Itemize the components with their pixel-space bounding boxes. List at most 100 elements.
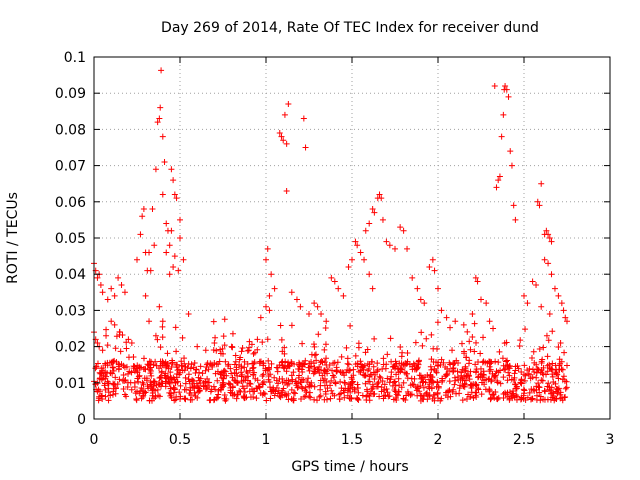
data-point	[439, 377, 446, 384]
data-point	[443, 371, 450, 378]
data-point	[521, 292, 527, 299]
data-point	[220, 350, 226, 357]
data-point	[444, 394, 451, 401]
data-point	[555, 375, 562, 382]
data-point	[250, 350, 257, 357]
data-point	[425, 383, 432, 390]
data-point	[548, 390, 555, 397]
data-point	[104, 296, 111, 303]
data-point	[391, 378, 398, 385]
data-point	[177, 216, 183, 223]
data-point	[380, 355, 387, 362]
y-tick-label: 0.09	[55, 86, 86, 102]
data-point	[379, 377, 386, 384]
data-point	[305, 375, 312, 382]
y-tick-label: 0.05	[55, 231, 86, 247]
data-point	[414, 392, 421, 399]
data-point	[222, 358, 229, 365]
data-point	[341, 394, 348, 401]
data-point	[521, 387, 528, 394]
data-point	[127, 379, 134, 386]
data-point	[174, 367, 181, 374]
data-point	[158, 383, 165, 390]
data-point	[517, 337, 524, 344]
data-point	[166, 242, 173, 249]
data-point	[202, 386, 209, 393]
data-point	[366, 271, 373, 278]
data-point	[493, 184, 500, 191]
data-point	[383, 238, 390, 245]
data-point	[187, 384, 194, 391]
data-point	[323, 396, 330, 403]
data-point	[179, 362, 186, 369]
data-point	[538, 377, 545, 384]
data-point	[152, 358, 159, 365]
data-point	[168, 364, 175, 371]
data-point	[146, 249, 153, 256]
data-point	[323, 355, 330, 362]
data-point	[323, 379, 330, 386]
data-point	[141, 388, 148, 395]
data-point	[497, 380, 504, 387]
data-point	[283, 187, 290, 194]
data-point	[154, 336, 161, 343]
data-point	[285, 380, 292, 387]
data-point	[428, 331, 435, 338]
data-point	[121, 364, 128, 371]
data-point	[425, 393, 432, 400]
y-tick-label: 0.03	[55, 303, 86, 319]
data-point	[275, 380, 282, 387]
data-point	[333, 367, 340, 374]
y-tick-label: 0	[77, 412, 86, 428]
data-point	[161, 158, 168, 165]
data-point	[541, 256, 548, 263]
data-point	[449, 366, 456, 373]
data-point	[502, 365, 509, 372]
data-point	[404, 388, 411, 395]
data-point	[513, 383, 520, 390]
data-point	[350, 366, 357, 373]
data-point	[288, 289, 295, 296]
data-point	[239, 383, 246, 390]
data-point	[443, 314, 450, 321]
data-point	[463, 395, 470, 402]
data-point	[458, 340, 465, 347]
data-point	[295, 384, 302, 391]
data-point	[419, 342, 426, 349]
data-point	[505, 369, 512, 376]
data-point	[322, 325, 329, 332]
data-point	[563, 384, 570, 391]
data-point	[211, 339, 218, 346]
data-point	[407, 392, 414, 399]
data-point	[471, 320, 478, 327]
data-point	[361, 256, 368, 263]
data-point	[273, 377, 280, 384]
data-point	[293, 296, 300, 303]
data-point	[290, 395, 297, 402]
data-point	[253, 395, 260, 402]
data-point	[486, 375, 493, 382]
data-point	[538, 180, 545, 187]
data-point	[370, 391, 377, 398]
data-point	[250, 388, 257, 395]
data-point	[173, 370, 180, 377]
data-point	[119, 377, 126, 384]
data-point	[289, 376, 296, 383]
data-point	[228, 390, 235, 397]
data-point	[304, 378, 311, 385]
data-point	[331, 392, 338, 399]
data-point	[496, 173, 503, 180]
data-point	[539, 370, 546, 377]
data-point	[99, 289, 106, 296]
data-point	[257, 314, 264, 321]
data-point	[360, 371, 367, 378]
data-point	[299, 385, 306, 392]
data-point	[263, 397, 270, 404]
data-point	[175, 267, 182, 274]
data-point	[212, 386, 219, 393]
data-point	[520, 395, 527, 402]
data-point	[387, 335, 394, 342]
data-point	[474, 278, 481, 285]
data-point	[197, 363, 204, 370]
data-point	[383, 361, 390, 368]
